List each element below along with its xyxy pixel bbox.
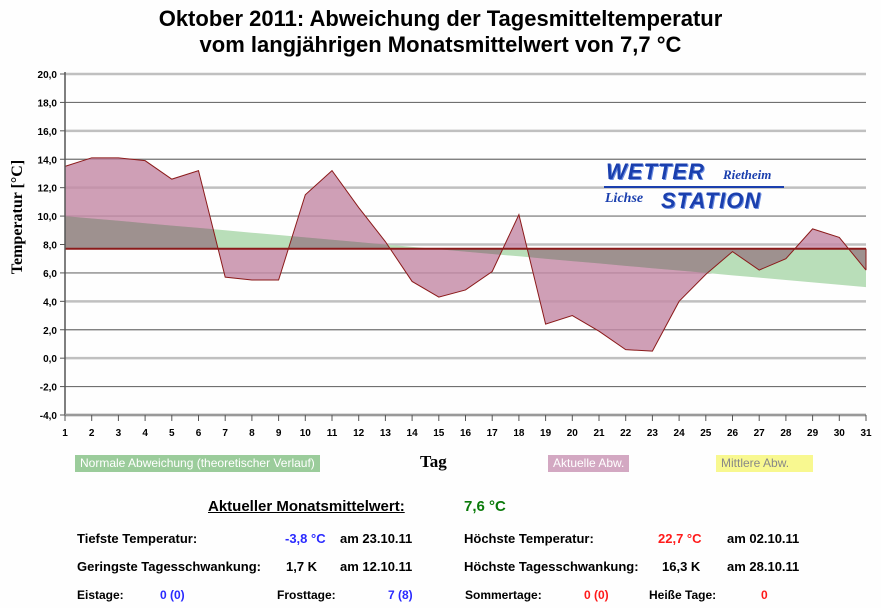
- x-tick-label: 10: [300, 428, 312, 439]
- x-tick-label: 8: [249, 428, 255, 439]
- monthly-mean-value: 7,6 °C: [464, 498, 506, 515]
- x-tick-label: 9: [276, 428, 282, 439]
- y-tick-label: 4,0: [43, 297, 57, 308]
- max-range-value: 16,3 K: [662, 559, 701, 574]
- y-tick-label: -2,0: [40, 383, 58, 394]
- x-tick-label: 30: [834, 428, 846, 439]
- ice-days-value: 0 (0): [160, 588, 185, 602]
- max-temp-date: am 02.10.11: [727, 531, 800, 546]
- max-range-label: Höchste Tagesschwankung:: [464, 559, 639, 574]
- chart-title-line1: Oktober 2011: Abweichung der Tagesmittel…: [158, 6, 723, 31]
- x-tick-label: 24: [674, 428, 686, 439]
- legend-normal: Normale Abweichung (theoretischer Verlau…: [75, 455, 320, 472]
- x-axis-title: Tag: [420, 452, 447, 471]
- max-temp-value: 22,7 °C: [658, 531, 702, 546]
- logo-place-rietheim: Rietheim: [723, 167, 772, 182]
- y-tick-label: 0,0: [43, 354, 57, 365]
- chart-title-line2: vom langjährigen Monatsmittelwert von 7,…: [199, 32, 682, 57]
- min-temp-label: Tiefste Temperatur:: [77, 531, 198, 546]
- y-tick-label: 6,0: [43, 269, 57, 280]
- max-range-date: am 28.10.11: [727, 559, 800, 574]
- hot-days-label: Heiße Tage:: [649, 588, 717, 602]
- x-tick-label: 15: [433, 428, 445, 439]
- chart-title: Oktober 2011: Abweichung der Tagesmittel…: [0, 6, 881, 58]
- y-tick-label: 10,0: [38, 212, 58, 223]
- x-tick-label: 14: [407, 428, 419, 439]
- chart-area: 20,0 18,0 16,0 14,0 12,0 10,0 8,0 6,0 4,0 2,0 0,0 -…: [38, 70, 872, 439]
- hot-days-value: 0: [761, 588, 768, 602]
- x-tick-label: 20: [567, 428, 579, 439]
- frost-days-label: Frosttage:: [277, 588, 336, 602]
- station-logo: WETTER Rietheim Lichse STATION: [601, 159, 787, 217]
- x-tick-label: 3: [116, 428, 122, 439]
- x-tick-label: 26: [727, 428, 739, 439]
- min-range-value: 1,7 K: [286, 559, 318, 574]
- summer-days-value: 0 (0): [584, 588, 609, 602]
- x-tick-label: 29: [807, 428, 819, 439]
- x-tick-label: 28: [780, 428, 792, 439]
- x-tick-label: 12: [353, 428, 365, 439]
- x-tick-label: 17: [487, 428, 499, 439]
- x-tick-label: 31: [860, 428, 872, 439]
- x-tick-label: 18: [513, 428, 525, 439]
- min-range-label: Geringste Tagesschwankung:: [77, 559, 261, 574]
- max-temp-label: Höchste Temperatur:: [464, 531, 594, 546]
- x-tick-label: 6: [196, 428, 202, 439]
- x-tick-label: 23: [647, 428, 659, 439]
- axes: [60, 72, 867, 421]
- y-tick-label: 16,0: [38, 127, 58, 138]
- y-tick-label: 18,0: [38, 98, 58, 109]
- legend-mean: Mittlere Abw.: [716, 455, 813, 472]
- x-tick-label: 13: [380, 428, 392, 439]
- y-tick-label: 2,0: [43, 326, 57, 337]
- x-tick-labels: 1 2 3 4 5 6 7 8 9 10 11 12 13 14 15 16 17 18 19 20 21 22 23 24 2…: [62, 428, 872, 439]
- min-temp-date: am 23.10.11: [340, 531, 413, 546]
- frost-days-value: 7 (8): [388, 588, 413, 602]
- y-axis-title: Temperatur [°C]: [9, 159, 26, 275]
- logo-place-lichse: Lichse: [605, 191, 644, 206]
- y-tick-labels: 20,0 18,0 16,0 14,0 12,0 10,0 8,0 6,0 4,0 2,0 0,0 -…: [38, 70, 58, 422]
- actual-deviation-area: [65, 157, 866, 352]
- y-tick-label: 14,0: [38, 155, 58, 166]
- logo-word-station: STATION: [661, 188, 762, 213]
- y-tick-label: 12,0: [38, 184, 58, 195]
- x-tick-label: 7: [222, 428, 228, 439]
- x-tick-label: 22: [620, 428, 632, 439]
- x-tick-label: 21: [593, 428, 605, 439]
- ice-days-label: Eistage:: [77, 588, 124, 602]
- x-tick-label: 11: [327, 428, 338, 439]
- logo-divider: [604, 186, 784, 188]
- y-tick-label: -4,0: [40, 411, 58, 422]
- summer-days-label: Sommertage:: [465, 588, 542, 602]
- min-temp-value: -3,8 °C: [285, 531, 326, 546]
- monthly-mean-label: Aktueller Monatsmittelwert:: [208, 498, 405, 515]
- x-tick-label: 5: [169, 428, 175, 439]
- min-range-date: am 12.10.11: [340, 559, 413, 574]
- x-tick-label: 27: [754, 428, 766, 439]
- x-tick-label: 19: [540, 428, 552, 439]
- y-tick-label: 20,0: [38, 70, 58, 81]
- y-tick-label: 8,0: [43, 241, 57, 252]
- x-tick-label: 2: [89, 428, 95, 439]
- x-tick-label: 16: [460, 428, 472, 439]
- x-tick-label: 25: [700, 428, 712, 439]
- x-tick-label: 4: [142, 428, 148, 439]
- x-tick-label: 1: [62, 428, 68, 439]
- logo-word-wetter: WETTER: [606, 159, 705, 184]
- legend-actual: Aktuelle Abw.: [548, 455, 630, 472]
